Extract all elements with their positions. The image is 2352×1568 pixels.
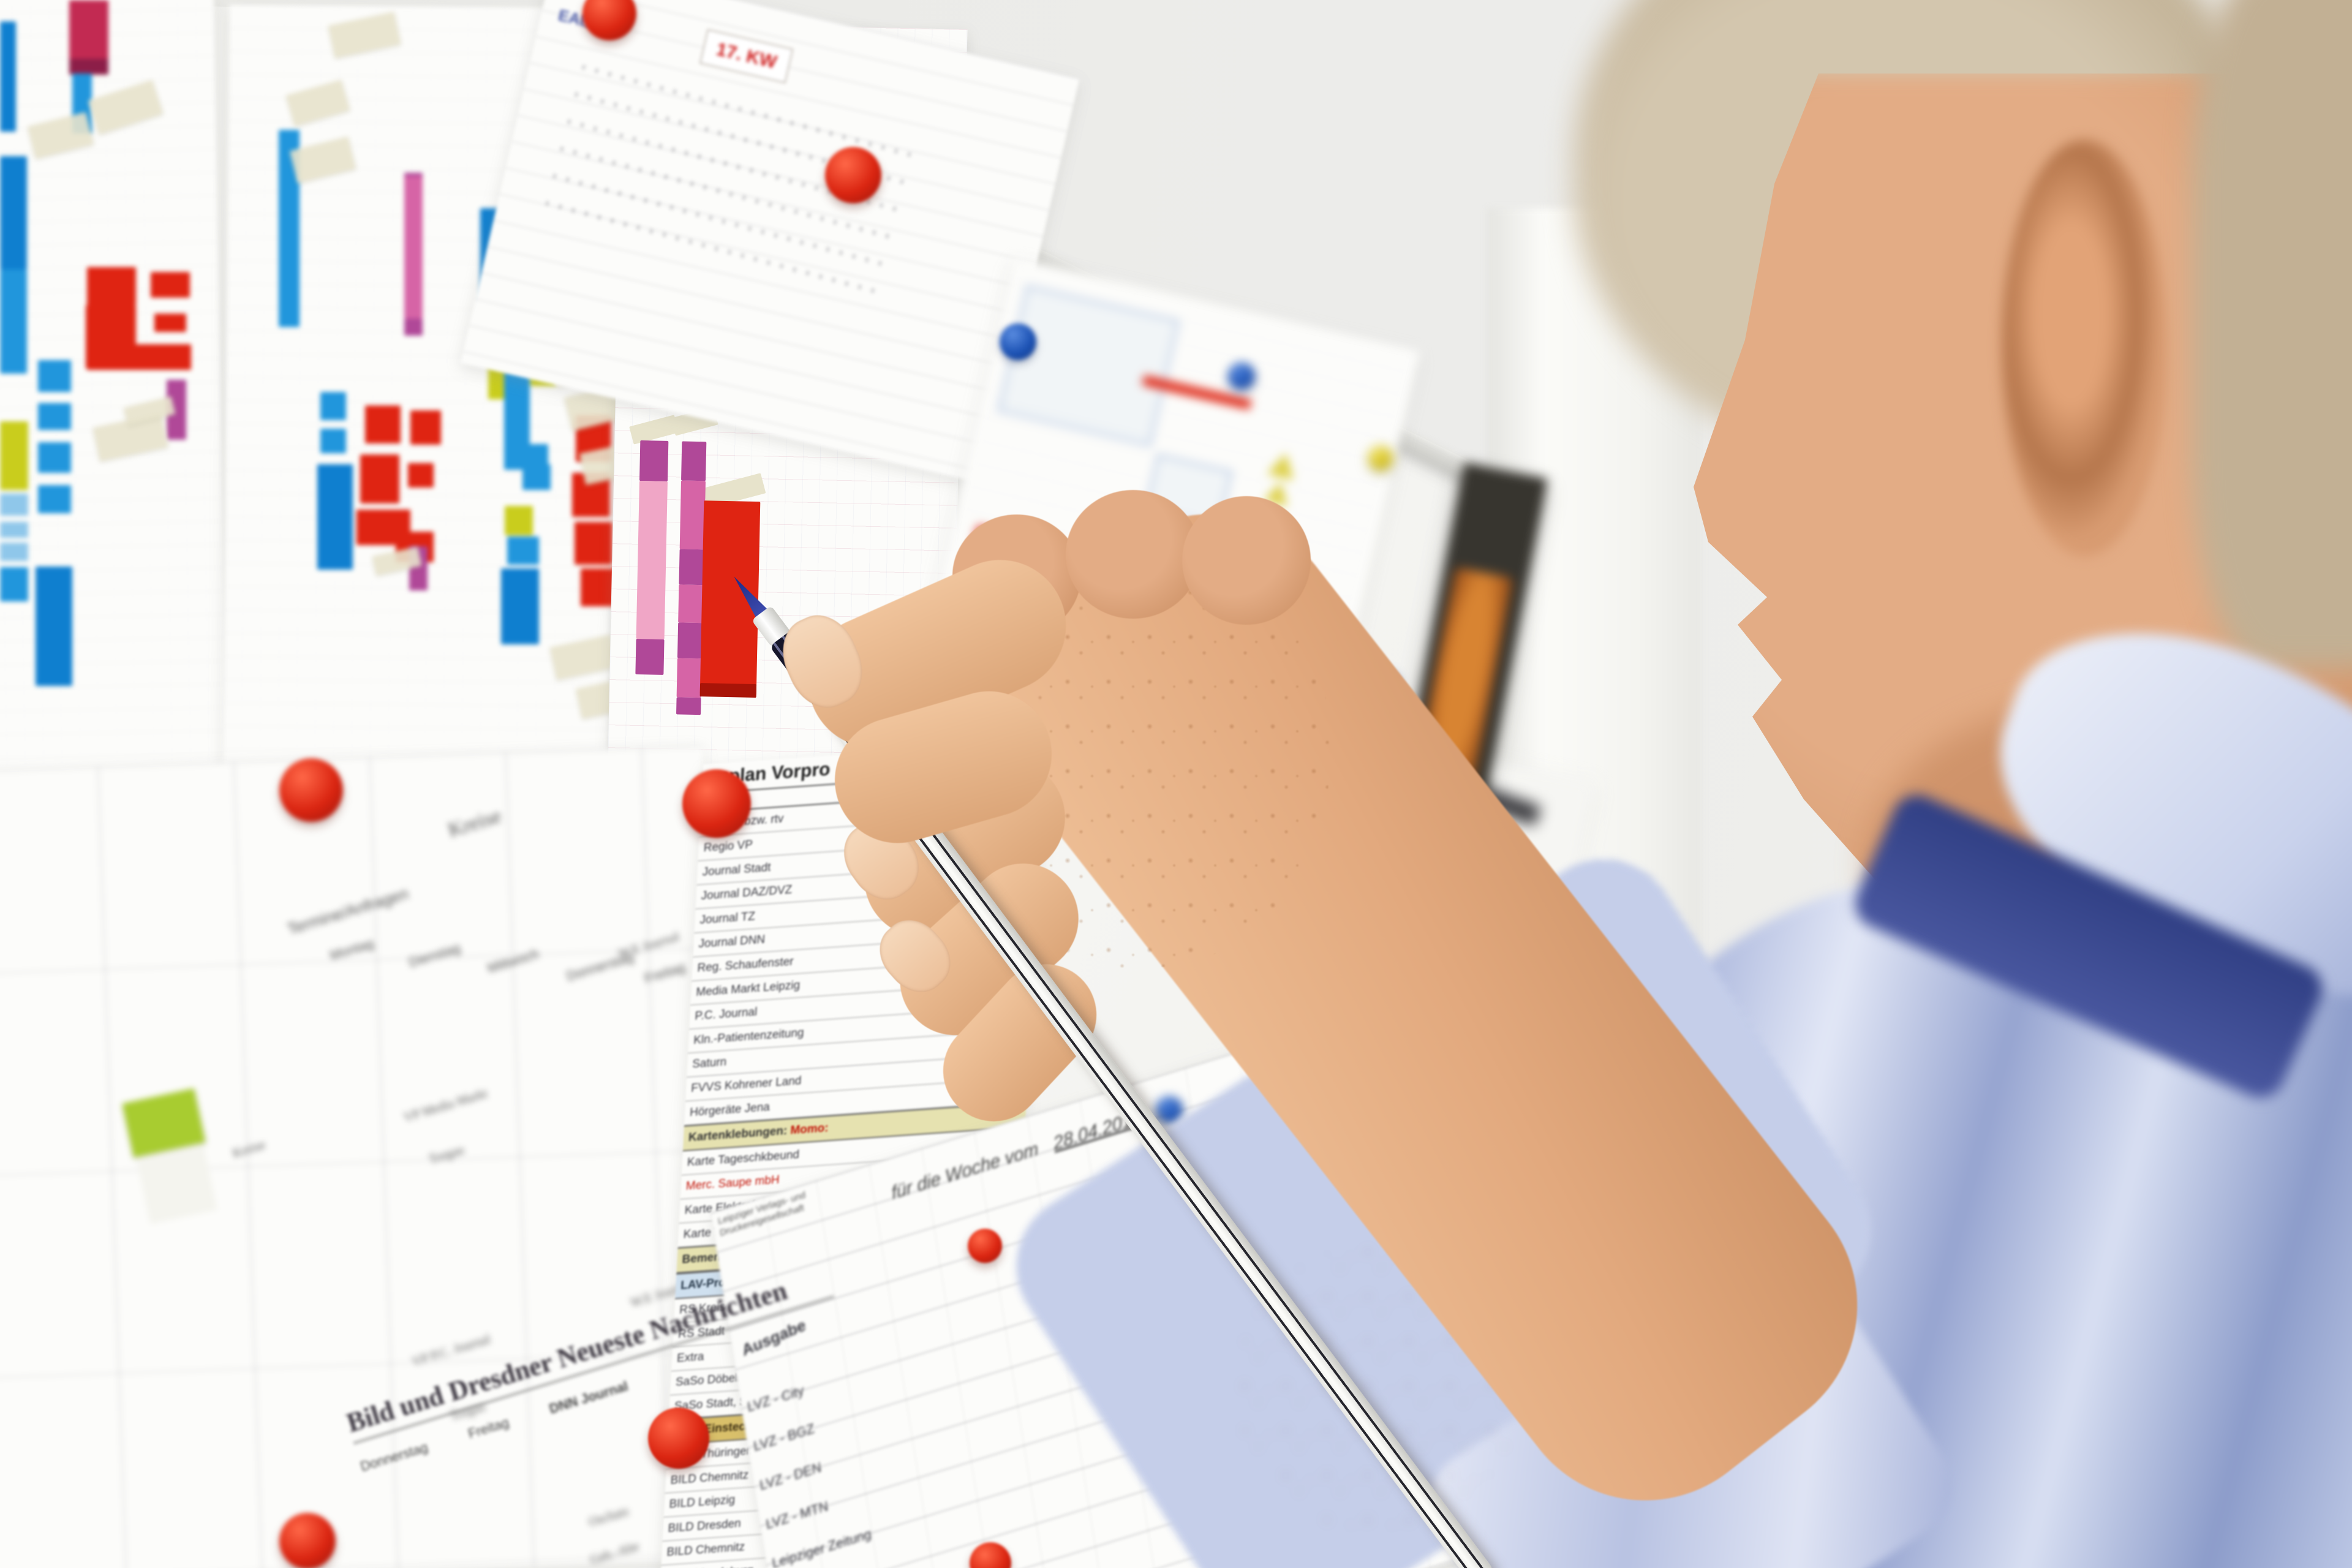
color-block <box>320 392 346 420</box>
red-magnet <box>648 1408 709 1469</box>
color-block <box>575 522 612 565</box>
man-ear <box>2002 140 2167 556</box>
color-block <box>505 506 533 535</box>
color-block <box>501 568 539 644</box>
color-block <box>0 522 28 538</box>
color-block <box>154 314 186 332</box>
color-block <box>38 485 71 513</box>
color-block <box>504 371 530 447</box>
color-block <box>360 454 399 503</box>
yellow-magnet <box>1368 446 1393 470</box>
color-block <box>317 464 353 570</box>
color-block <box>38 442 71 473</box>
color-block <box>38 403 71 430</box>
color-block <box>522 464 551 490</box>
color-block <box>404 318 423 336</box>
knuckle <box>1182 496 1311 625</box>
red-magnet <box>825 147 881 203</box>
color-block <box>0 494 28 516</box>
color-block <box>0 21 16 132</box>
color-block <box>320 429 346 453</box>
red-magnet <box>279 1513 336 1568</box>
red-magnet <box>279 758 343 822</box>
red-magnet <box>970 1542 1011 1568</box>
color-block <box>0 270 27 374</box>
red-magnet <box>582 0 636 40</box>
color-block <box>87 344 191 370</box>
blue-magnet <box>1228 363 1255 390</box>
knuckle <box>1066 490 1200 619</box>
color-block <box>0 421 28 490</box>
color-block <box>36 567 72 686</box>
color-block <box>410 410 441 445</box>
red-magnet <box>682 769 751 838</box>
color-block <box>581 568 616 606</box>
color-block <box>87 267 136 305</box>
man-hair-back <box>2193 0 2352 668</box>
color-block <box>404 176 423 318</box>
color-block <box>0 567 28 601</box>
color-block <box>38 360 71 392</box>
color-block <box>365 405 401 443</box>
color-block <box>151 272 190 298</box>
red-magnet <box>968 1229 1002 1263</box>
blue-magnet <box>1156 1096 1183 1123</box>
color-block <box>0 156 27 270</box>
color-block <box>69 59 108 75</box>
color-block <box>69 0 108 62</box>
color-block <box>408 463 434 488</box>
blue-magnet <box>1000 323 1036 360</box>
color-block <box>0 543 28 561</box>
color-block <box>507 537 539 565</box>
